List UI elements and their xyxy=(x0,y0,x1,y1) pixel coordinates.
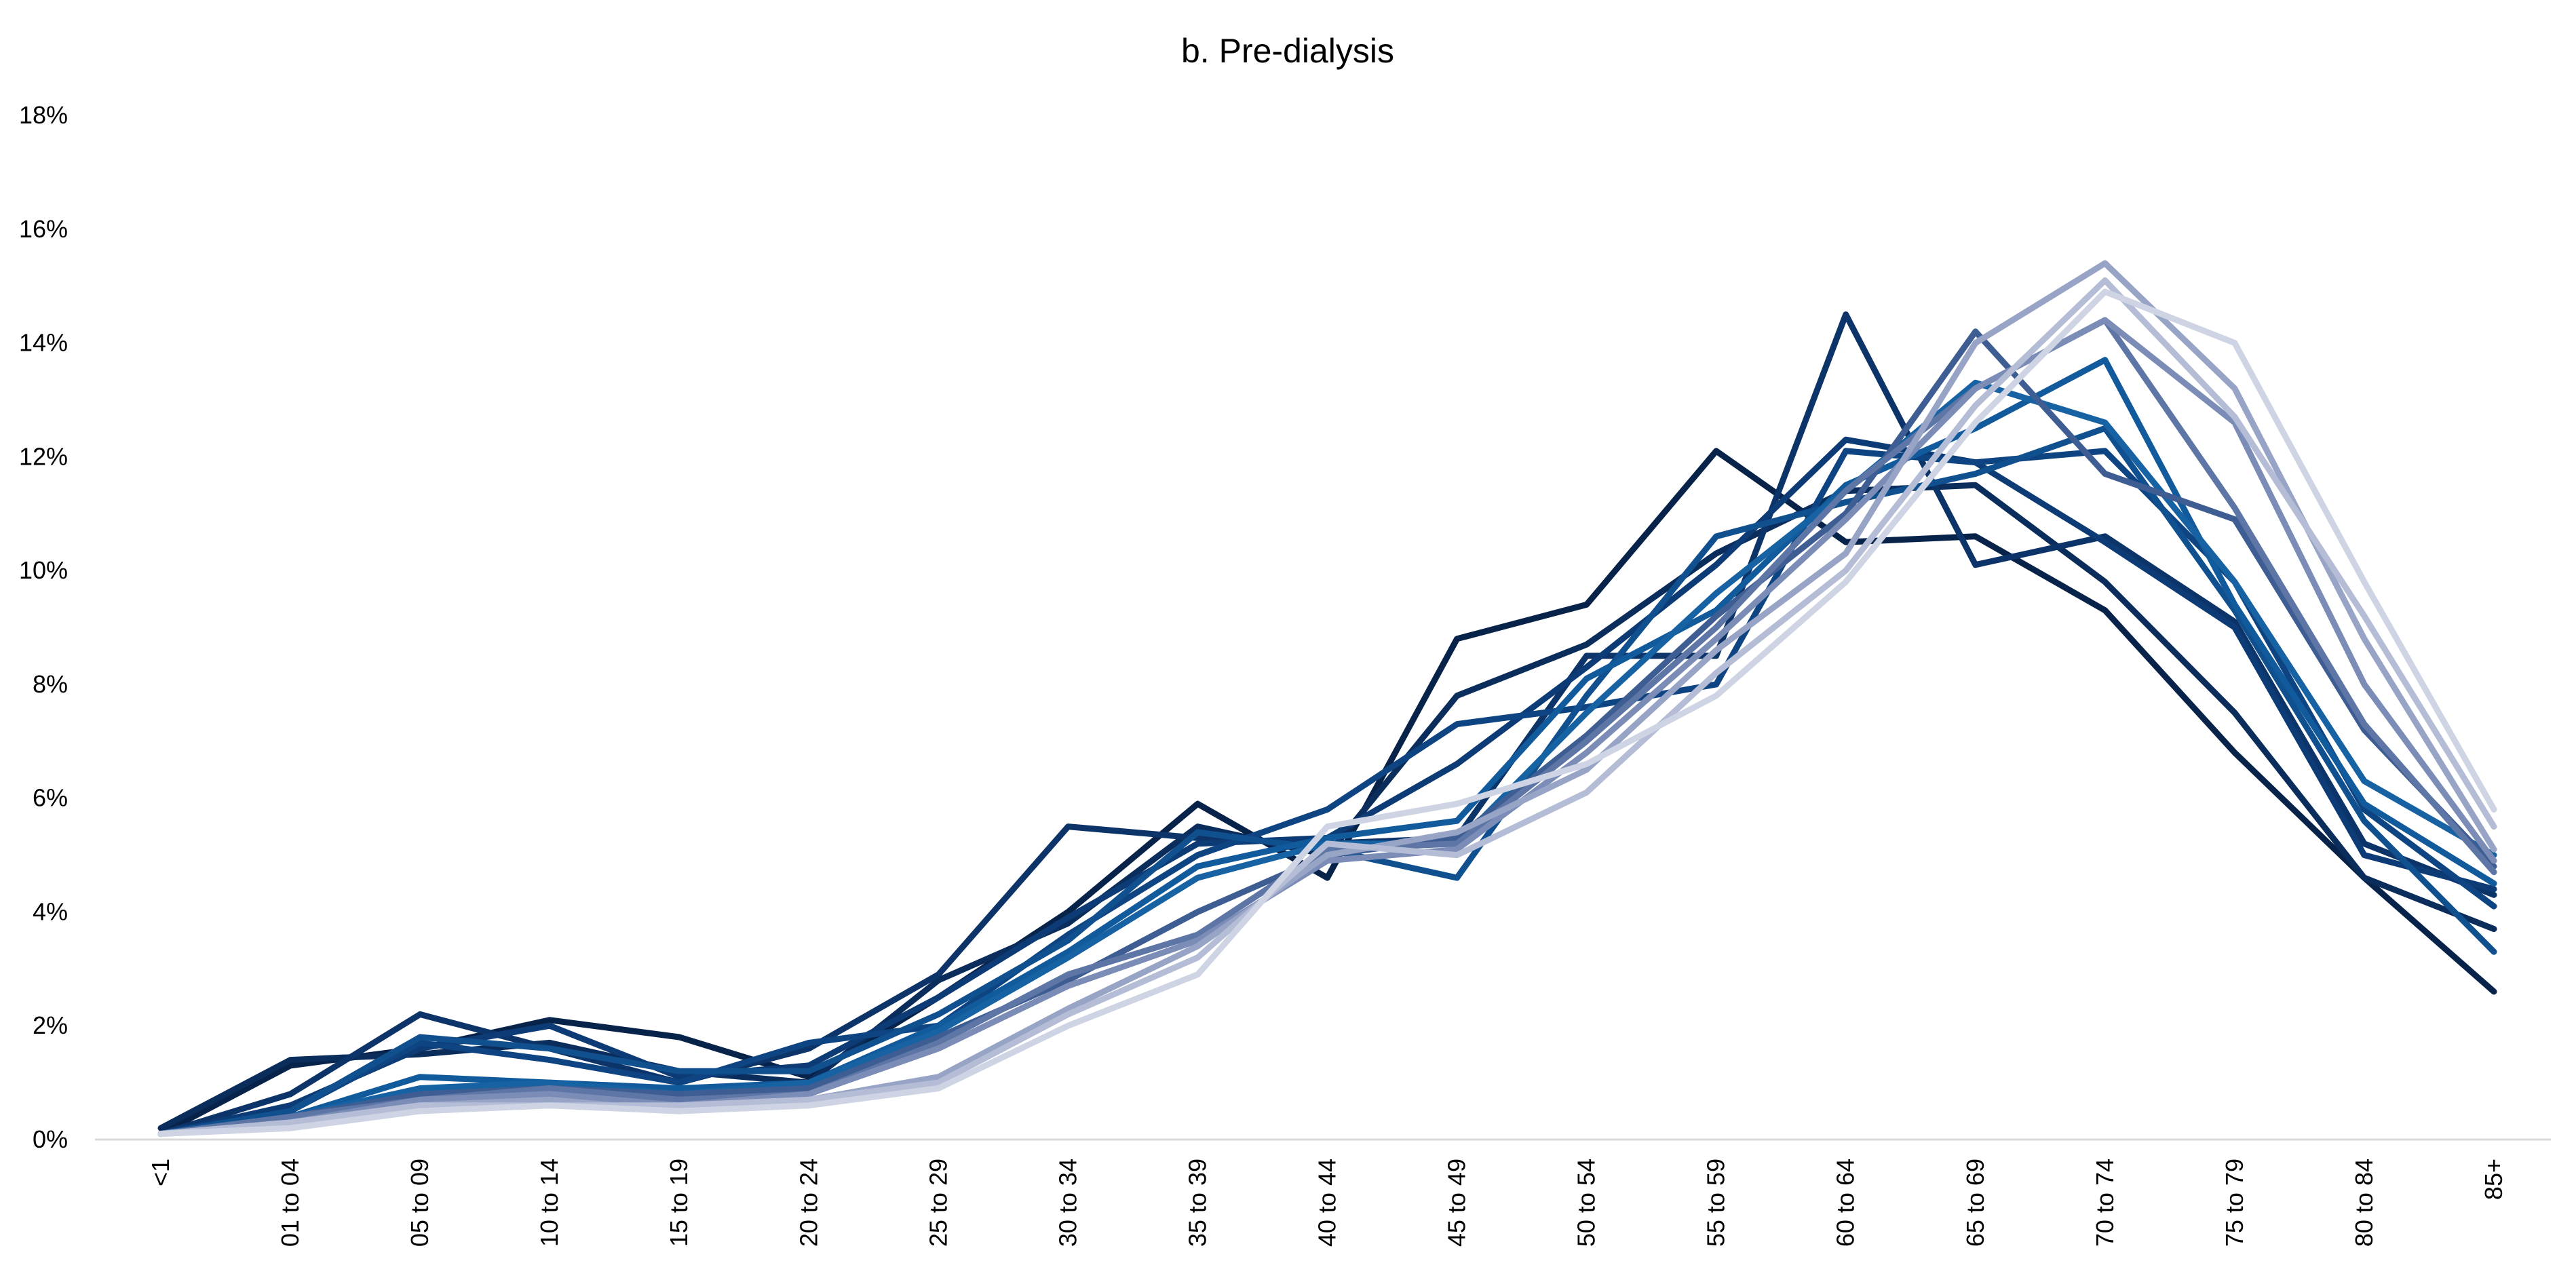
x-tick-label: 60 to 64 xyxy=(1832,1159,1860,1247)
x-tick-label: 70 to 74 xyxy=(2091,1159,2119,1247)
y-axis: 0% 2% 4% 6% 8% 10% 12% 14% 16% 18% xyxy=(19,101,68,1153)
x-tick-label: 65 to 69 xyxy=(1961,1159,1989,1247)
x-tick-label: 45 to 49 xyxy=(1443,1159,1471,1247)
y-tick-label: 0% xyxy=(33,1125,68,1153)
x-tick-label: 75 to 79 xyxy=(2221,1159,2248,1247)
y-tick-label: 8% xyxy=(33,670,68,698)
x-tick-label: 85+ xyxy=(2480,1159,2507,1200)
x-tick-label: 30 to 34 xyxy=(1054,1159,1081,1247)
x-tick-label: 35 to 39 xyxy=(1183,1159,1211,1247)
x-tick-label: 05 to 09 xyxy=(406,1159,434,1247)
series-line-13 xyxy=(157,277,2497,1138)
x-tick-label: 50 to 54 xyxy=(1573,1159,1600,1247)
y-tick-label: 12% xyxy=(19,442,68,470)
chart-title: b. Pre-dialysis xyxy=(1181,32,1394,70)
series-line-4 xyxy=(157,436,2497,1138)
series-line-1 xyxy=(157,448,2497,1138)
x-tick-label: 20 to 24 xyxy=(794,1159,822,1247)
x-tick-label: 80 to 84 xyxy=(2350,1159,2378,1247)
y-tick-label: 4% xyxy=(33,897,68,925)
x-tick-label: 25 to 29 xyxy=(924,1159,952,1247)
series-group xyxy=(157,260,2497,1138)
series-line-11 xyxy=(157,317,2497,1138)
x-tick-label: 55 to 59 xyxy=(1702,1159,1730,1247)
x-tick-label: 15 to 19 xyxy=(665,1159,693,1247)
y-tick-label: 6% xyxy=(33,784,68,812)
series-line-14 xyxy=(157,288,2497,1138)
series-line-7 xyxy=(157,357,2497,1138)
y-tick-label: 10% xyxy=(19,556,68,584)
x-tick-label: 01 to 04 xyxy=(276,1159,304,1247)
series-line-5 xyxy=(157,448,2497,1138)
x-tick-label: 40 to 44 xyxy=(1313,1159,1341,1247)
series-line-9 xyxy=(157,328,2497,1138)
x-axis: <1 01 to 04 05 to 09 10 to 14 15 to 19 20 to … xyxy=(147,1159,2507,1247)
y-tick-label: 16% xyxy=(19,215,68,243)
series-line-10 xyxy=(157,317,2497,1138)
y-tick-label: 2% xyxy=(33,1011,68,1039)
y-tick-label: 14% xyxy=(19,329,68,357)
y-tick-label: 18% xyxy=(19,101,68,129)
series-line-12 xyxy=(157,260,2497,1138)
series-line-8 xyxy=(157,379,2497,1138)
x-tick-label: 10 to 14 xyxy=(535,1159,563,1247)
x-tick-label: <1 xyxy=(147,1159,174,1186)
